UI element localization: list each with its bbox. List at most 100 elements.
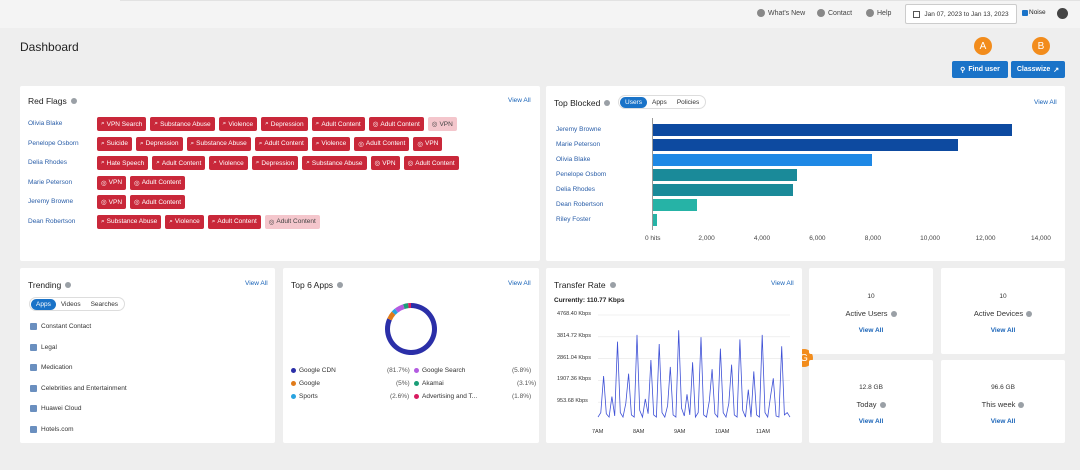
trending-item[interactable]: Huawei Cloud: [30, 405, 81, 412]
bar: [653, 169, 797, 181]
red-flag-tag[interactable]: ◎ VPN: [413, 136, 443, 151]
red-flag-tag[interactable]: ⌕ Hate Speech: [97, 156, 149, 170]
red-flag-user[interactable]: Olivia Blake: [28, 120, 63, 127]
red-flag-user[interactable]: Dean Robertson: [28, 217, 76, 225]
find-user-button[interactable]: ⚲ Find user: [952, 61, 1008, 78]
this-week-view-all[interactable]: View All: [990, 418, 1016, 425]
red-flag-tag[interactable]: ⌕ Adult Content: [152, 156, 206, 170]
classwize-button[interactable]: Classwize ↗: [1011, 61, 1065, 78]
tab-apps[interactable]: Apps: [651, 98, 667, 106]
stat-label: Active Users: [845, 309, 888, 318]
red-flag-tag[interactable]: ⌕ Suicide: [97, 136, 132, 151]
trending-label: Celebrities and Entertainment: [41, 384, 127, 392]
red-flag-tag[interactable]: ◎ Adult Content: [264, 214, 320, 229]
red-flag-tag[interactable]: ◎ Adult Content: [130, 195, 186, 209]
trending-item[interactable]: Legal: [30, 343, 57, 351]
red-flag-tag[interactable]: ⌕ Adult Content: [207, 214, 261, 229]
trending-item[interactable]: Hotels.com: [30, 425, 74, 433]
red-flag-tag[interactable]: ⌕ Violence: [209, 156, 248, 170]
noise-toggle[interactable]: Noise: [1022, 9, 1046, 16]
tag-label: Adult Content: [415, 159, 455, 167]
red-flag-tag[interactable]: ◎ Adult Content: [368, 117, 424, 131]
app-icon: [30, 384, 37, 392]
help-link[interactable]: Help: [866, 9, 891, 17]
legend-item: Google Search: [414, 367, 465, 374]
red-flag-tags: ⌕ Substance Abuse ⌕ Violence ⌕ Adult Content ◎…: [97, 214, 320, 229]
y-axis-label: 953.68 Kbps: [557, 398, 588, 405]
red-flag-tag[interactable]: ⌕ Substance Abuse: [97, 214, 162, 229]
bar-label[interactable]: Penelope Osbom: [556, 171, 607, 178]
red-flag-tag[interactable]: ⌕ Violence: [165, 214, 204, 229]
red-flag-tag[interactable]: ⌕ Adult Content: [254, 136, 308, 151]
bar-label[interactable]: Jeremy Browne: [556, 126, 602, 133]
search-icon: ⚲: [960, 66, 966, 74]
red-flag-tag[interactable]: ⌕ Depression: [135, 136, 183, 151]
tab-apps[interactable]: Apps: [31, 298, 56, 310]
donut-slice[interactable]: [408, 303, 411, 309]
donut-slice[interactable]: [387, 311, 396, 321]
trending-label: Hotels.com: [41, 425, 74, 433]
stat-value: 12.8 GB: [859, 384, 883, 391]
red-flag-tag[interactable]: ◎ VPN: [97, 175, 127, 190]
red-flag-tag[interactable]: ⌕ Depression: [261, 117, 308, 131]
donut-slice[interactable]: [394, 304, 405, 313]
red-flag-tag[interactable]: ◎ Adult Content: [130, 175, 186, 190]
red-flag-tag[interactable]: ◎ Adult Content: [354, 136, 410, 151]
y-axis-label: 4768.40 Kbps: [557, 311, 591, 317]
bar-label[interactable]: Delia Rhodes: [556, 186, 596, 193]
tab-videos[interactable]: Videos: [60, 300, 81, 308]
bar-label[interactable]: Dean Robertson: [556, 201, 604, 208]
legend-item: Sports: [291, 393, 318, 400]
contact-link[interactable]: Contact: [817, 9, 852, 17]
red-flag-tag[interactable]: ◎ Adult Content: [403, 156, 459, 170]
trending-item[interactable]: Celebrities and Entertainment: [30, 384, 127, 392]
red-flag-tag[interactable]: ⌕ Depression: [251, 156, 299, 170]
y-axis-label: 2861.04 Kbps: [557, 354, 591, 361]
bar: [653, 199, 698, 211]
top-blocked-view-all[interactable]: View All: [1034, 99, 1057, 106]
active-devices-view-all[interactable]: View All: [990, 327, 1016, 334]
red-flag-tag[interactable]: ⌕ Violence: [311, 136, 351, 151]
trending-item[interactable]: Constant Contact: [30, 323, 91, 330]
red-flag-tag[interactable]: ◎ VPN: [370, 156, 400, 170]
red-flag-user[interactable]: Penelope Osborn: [28, 139, 79, 147]
transfer-rate-view-all[interactable]: View All: [771, 280, 794, 287]
active-users-view-all[interactable]: View All: [858, 327, 884, 334]
red-flag-tag[interactable]: ⌕ Violence: [218, 117, 258, 131]
tab-searches[interactable]: Searches: [90, 300, 119, 308]
checkbox-icon[interactable]: [1022, 9, 1028, 16]
whats-new-link[interactable]: What's New: [757, 9, 805, 17]
red-flag-tag[interactable]: ◎ VPN: [427, 117, 457, 131]
search-icon: ⌕: [315, 120, 320, 127]
donut-slice[interactable]: [403, 303, 409, 309]
trending-label: Huawei Cloud: [41, 405, 82, 412]
tab-users[interactable]: Users: [620, 96, 647, 108]
bar-label[interactable]: Marie Peterson: [556, 141, 601, 148]
red-flag-tag[interactable]: ◎ VPN: [97, 195, 127, 209]
donut-slice[interactable]: [391, 308, 398, 315]
tab-policies[interactable]: Policies: [676, 98, 700, 106]
bar-label[interactable]: Riley Foster: [556, 216, 591, 223]
red-flag-tag[interactable]: ⌕ Adult Content: [311, 117, 365, 131]
red-flag-tag[interactable]: ⌕ Substance Abuse: [186, 136, 251, 151]
app-icon: [30, 323, 37, 330]
x-tick-label: 14,000: [1031, 235, 1051, 242]
user-avatar-icon[interactable]: [1057, 8, 1068, 19]
top-apps-view-all[interactable]: View All: [508, 280, 531, 287]
date-range-picker[interactable]: Jan 07, 2023 to Jan 13, 2023: [905, 4, 1017, 24]
bar-label[interactable]: Olivia Blake: [556, 156, 591, 163]
legend-item: Google CDN: [291, 367, 336, 374]
red-flag-user[interactable]: Delia Rhodes: [28, 159, 68, 166]
today-view-all[interactable]: View All: [858, 418, 884, 425]
tag-label: Suicide: [106, 140, 128, 147]
today-card: [809, 360, 933, 443]
red-flag-user[interactable]: Jeremy Browne: [28, 198, 74, 205]
stat-label: Today: [856, 400, 877, 409]
red-flag-user[interactable]: Marie Peterson: [28, 178, 73, 186]
red-flag-tag[interactable]: ⌕ Substance Abuse: [150, 117, 215, 131]
red-flags-view-all[interactable]: View All: [508, 97, 531, 104]
trending-view-all[interactable]: View All: [245, 280, 268, 287]
red-flag-tag[interactable]: ⌕ Substance Abuse: [302, 156, 367, 170]
red-flag-tag[interactable]: ⌕ VPN Search: [97, 117, 147, 131]
trending-item[interactable]: Medication: [30, 364, 72, 371]
